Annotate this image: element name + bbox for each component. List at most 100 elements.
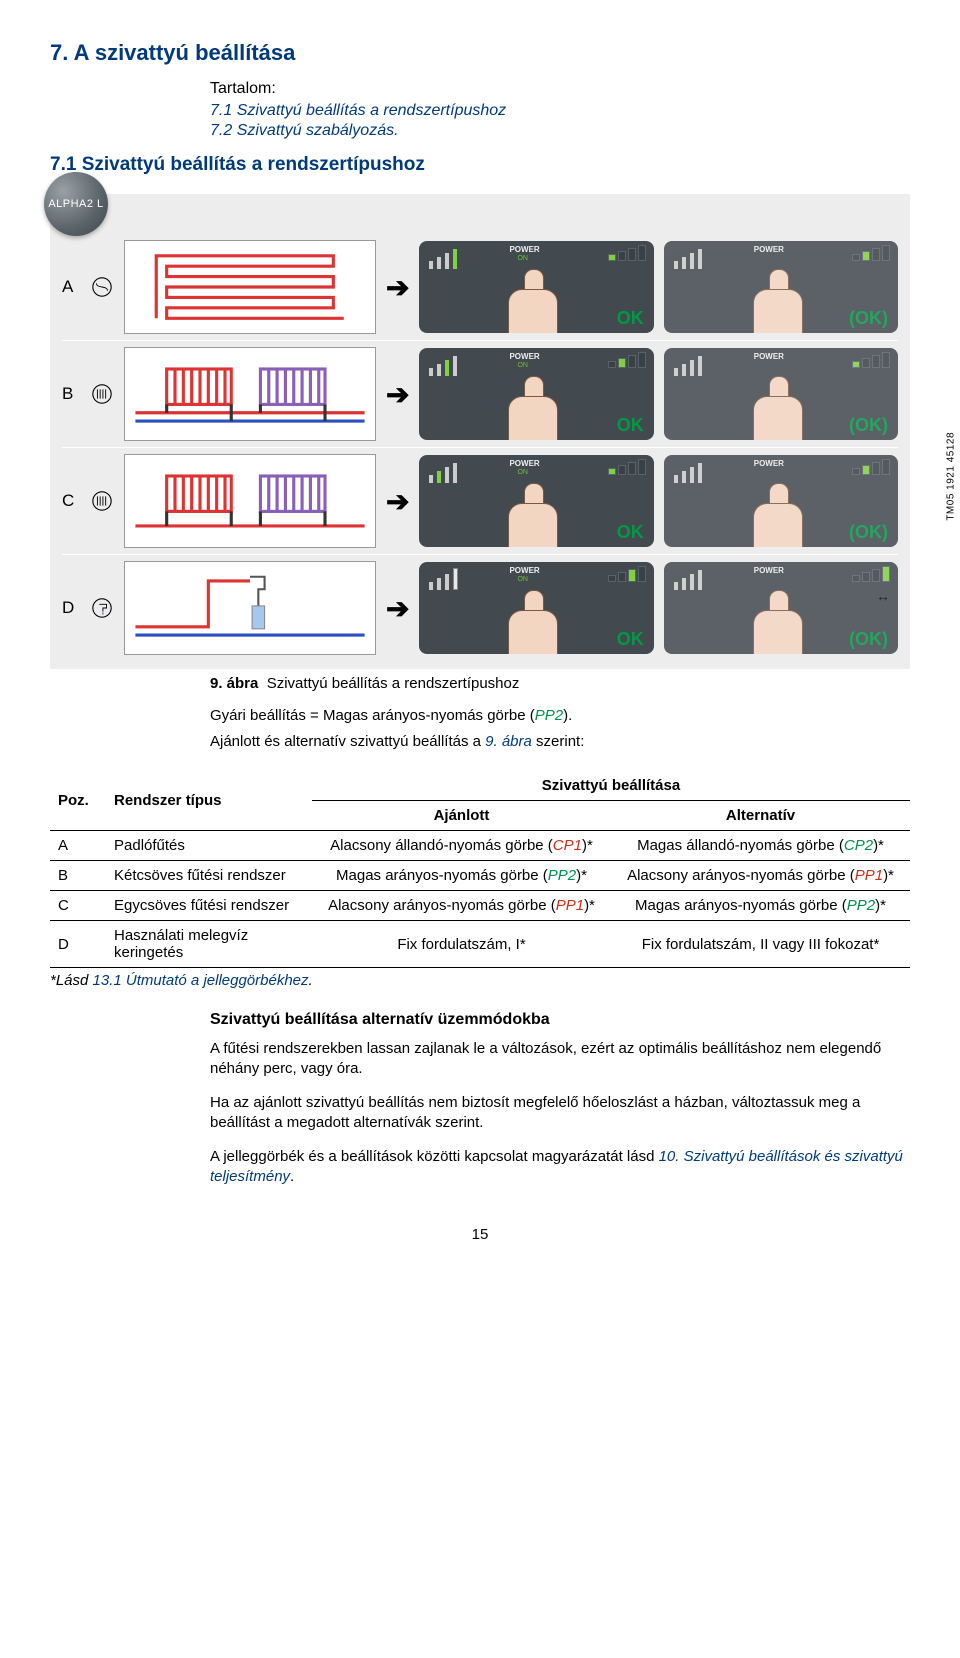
- arrow-icon: ➔: [386, 378, 409, 411]
- table-row: BKétcsöves fűtési rendszerMagas arányos-…: [50, 861, 910, 891]
- curve-code: CP1: [553, 837, 582, 854]
- th-type: Rendszer típus: [106, 771, 312, 831]
- cell-recommended: Fix fordulatszám, I*: [312, 921, 611, 968]
- factory-setting-line: Gyári beállítás = Magas arányos-nyomás g…: [210, 706, 910, 726]
- pump-panel-alt: POWER (OK): [664, 241, 898, 333]
- cell-poz: A: [50, 831, 106, 861]
- cell-type: Egycsöves fűtési rendszer: [106, 891, 312, 921]
- ok-label: OK: [617, 522, 644, 543]
- power-on-label: ON: [517, 469, 528, 476]
- finger-press-icon: [753, 269, 803, 333]
- cell-type: Kétcsöves fűtési rendszer: [106, 861, 312, 891]
- pump-panel-alt: POWER ↔ (OK): [664, 562, 898, 654]
- power-label: POWER: [754, 566, 784, 575]
- cell-poz: D: [50, 921, 106, 968]
- power-label: POWER: [509, 566, 539, 575]
- cell-recommended: Magas arányos-nyomás görbe (PP2)*: [312, 861, 611, 891]
- tap-icon: [90, 596, 114, 620]
- table-row: APadlófűtésAlacsony állandó-nyomás görbe…: [50, 831, 910, 861]
- power-label: POWER: [509, 459, 539, 468]
- paragraph-3: A jelleggörbék és a beállítások közötti …: [210, 1147, 910, 1186]
- figure-container: ALPHA2 L A ➔ POWER ON OK POWER (OK): [50, 194, 910, 669]
- finger-press-icon: [508, 376, 558, 440]
- radiator-icon: [90, 489, 114, 513]
- cell-alternative: Alacsony arányos-nyomás görbe (PP1)*: [611, 861, 910, 891]
- recommended-line: Ajánlott és alternatív szivattyú beállít…: [210, 732, 910, 752]
- cell-alternative: Magas arányos-nyomás görbe (PP2)*: [611, 891, 910, 921]
- finger-press-icon: [508, 590, 558, 654]
- table-row: DHasználati melegvíz keringetésFix fordu…: [50, 921, 910, 968]
- pump-panel-primary: POWER ON OK: [419, 241, 653, 333]
- row-letter: A: [62, 277, 80, 297]
- radiator-icon: [90, 382, 114, 406]
- finger-press-icon: [753, 483, 803, 547]
- double-arrow-icon: ↔: [876, 588, 890, 604]
- finger-press-icon: [753, 590, 803, 654]
- cell-poz: C: [50, 891, 106, 921]
- subsection-title: 7.1 Szivattyú beállítás a rendszertípush…: [50, 154, 910, 176]
- th-alternative: Alternatív: [611, 801, 910, 831]
- row-letter: B: [62, 384, 80, 404]
- cell-type: Padlófűtés: [106, 831, 312, 861]
- th-settings: Szivattyú beállítása: [312, 771, 910, 801]
- figure-caption: 9. ábra Szivattyú beállítás a rendszertí…: [210, 675, 910, 692]
- power-label: POWER: [754, 352, 784, 361]
- system-diagram-d: [124, 561, 376, 655]
- curve-code: CP2: [844, 837, 873, 854]
- ok-alt-label: (OK): [849, 308, 888, 329]
- system-diagram-b: [124, 347, 376, 441]
- th-poz: Poz.: [50, 771, 106, 831]
- pump-panel-alt: POWER (OK): [664, 455, 898, 547]
- curve-code: PP1: [855, 867, 883, 884]
- table-footnote: *Lásd 13.1 Útmutató a jelleggörbékhez.: [50, 972, 910, 989]
- product-badge: ALPHA2 L: [44, 172, 108, 236]
- figure-row-a: A ➔ POWER ON OK POWER (OK): [62, 234, 898, 340]
- power-label: POWER: [754, 459, 784, 468]
- curve-code: PP2: [847, 897, 875, 914]
- ok-label: OK: [617, 308, 644, 329]
- power-label: POWER: [754, 245, 784, 254]
- figure-row-b: B ➔ POWER ON OK: [62, 340, 898, 447]
- finger-press-icon: [508, 269, 558, 333]
- pump-panel-alt: POWER (OK): [664, 348, 898, 440]
- cell-alternative: Fix fordulatszám, II vagy III fokozat*: [611, 921, 910, 968]
- paragraph-1: A fűtési rendszerekben lassan zajlanak l…: [210, 1039, 910, 1078]
- paragraph-2: Ha az ajánlott szivattyú beállítás nem b…: [210, 1093, 910, 1132]
- power-on-label: ON: [517, 576, 528, 583]
- ok-label: OK: [617, 629, 644, 650]
- figure-code: TM05 1921 45128: [946, 432, 957, 521]
- system-diagram-a: [124, 240, 376, 334]
- arrow-icon: ➔: [386, 485, 409, 518]
- row-letter: C: [62, 491, 80, 511]
- curve-code: PP2: [548, 867, 576, 884]
- pump-panel-primary: POWER ON OK: [419, 348, 653, 440]
- finger-press-icon: [508, 483, 558, 547]
- ok-alt-label: (OK): [849, 522, 888, 543]
- contents-label: Tartalom:: [210, 80, 910, 98]
- cell-recommended: Alacsony arányos-nyomás görbe (PP1)*: [312, 891, 611, 921]
- sub-heading: Szivattyú beállítása alternatív üzemmódo…: [210, 1011, 910, 1029]
- figure-row-c: C ➔ POWER ON OK POWER: [62, 447, 898, 554]
- arrow-icon: ➔: [386, 592, 409, 625]
- cell-recommended: Alacsony állandó-nyomás görbe (CP1)*: [312, 831, 611, 861]
- table-row: CEgycsöves fűtési rendszerAlacsony arány…: [50, 891, 910, 921]
- pump-panel-primary: POWER ON OK: [419, 562, 653, 654]
- system-diagram-c: [124, 454, 376, 548]
- figure-reference-link[interactable]: 9. ábra: [485, 733, 532, 750]
- power-label: POWER: [509, 352, 539, 361]
- contents-item-2[interactable]: 7.2 Szivattyú szabályozás.: [210, 122, 910, 140]
- cell-alternative: Magas állandó-nyomás görbe (CP2)*: [611, 831, 910, 861]
- cell-poz: B: [50, 861, 106, 891]
- page-number: 15: [50, 1226, 910, 1243]
- power-on-label: ON: [517, 255, 528, 262]
- ok-alt-label: (OK): [849, 629, 888, 650]
- power-on-label: ON: [517, 362, 528, 369]
- th-recommended: Ajánlott: [312, 801, 611, 831]
- arrow-icon: ➔: [386, 271, 409, 304]
- contents-item-1[interactable]: 7.1 Szivattyú beállítás a rendszertípush…: [210, 102, 910, 120]
- row-letter: D: [62, 598, 80, 618]
- settings-table: Poz. Rendszer típus Szivattyú beállítása…: [50, 771, 910, 968]
- cell-type: Használati melegvíz keringetés: [106, 921, 312, 968]
- power-label: POWER: [509, 245, 539, 254]
- footnote-link[interactable]: 13.1 Útmutató a jelleggörbékhez: [93, 972, 309, 989]
